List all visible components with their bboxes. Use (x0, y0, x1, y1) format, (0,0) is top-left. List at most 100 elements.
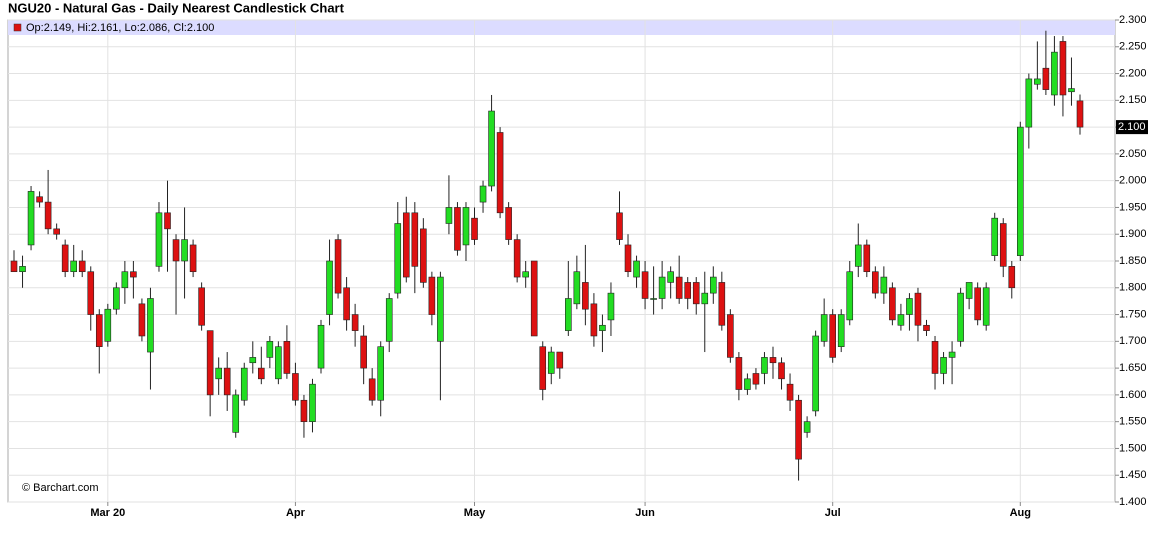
candle-body (215, 367, 222, 380)
candle-body (872, 271, 879, 294)
candle-body (445, 207, 453, 224)
candle-body (556, 351, 564, 369)
candle-body (1034, 78, 1041, 85)
candle-body (138, 303, 146, 337)
y-tick-label: 1.450 (1119, 469, 1147, 481)
y-tick-label: 2.050 (1119, 148, 1147, 160)
candle-body (147, 298, 154, 353)
candle-body (266, 341, 274, 358)
candle-body (292, 373, 299, 401)
y-tick-label: 2.250 (1119, 41, 1147, 53)
candle-body (394, 223, 402, 294)
candle-body (957, 292, 964, 342)
candle-body (786, 383, 794, 401)
candle-body (300, 399, 308, 422)
candle-body (351, 314, 359, 331)
candle-body (334, 239, 342, 294)
candle-body (607, 292, 615, 321)
candle-body (530, 260, 538, 337)
candle-body (283, 341, 291, 374)
candle-body (854, 244, 862, 267)
candle-body (769, 357, 777, 364)
candle-body (795, 399, 802, 460)
candle-body (965, 282, 973, 299)
candle-body (27, 191, 35, 246)
candle-body (53, 228, 60, 235)
y-tick-label: 2.150 (1119, 94, 1147, 106)
candle-body (437, 276, 444, 342)
candle-body (675, 276, 683, 299)
candle-body (19, 266, 26, 273)
candle-body (727, 314, 734, 358)
candle-body (761, 357, 768, 374)
candle-body (198, 287, 205, 326)
x-tick-label: Aug (1010, 507, 1031, 519)
y-tick-label: 1.700 (1119, 335, 1147, 347)
y-tick-label: 1.800 (1119, 282, 1147, 294)
candle-body (641, 271, 649, 299)
candle-body (863, 244, 871, 273)
candle-body (240, 367, 248, 401)
candle-body (906, 298, 913, 315)
candle-body (991, 217, 999, 256)
candle-body (70, 260, 77, 273)
candle-body (565, 298, 572, 331)
candle-body (633, 260, 640, 278)
candle-body (428, 276, 436, 315)
candle-body (744, 378, 751, 390)
candle-body (667, 271, 674, 283)
candle-body (658, 276, 666, 299)
candle-body (36, 196, 43, 203)
candle-body (326, 260, 333, 315)
candle-body (44, 201, 52, 230)
y-tick-label: 1.950 (1119, 201, 1147, 213)
candle-body (130, 271, 137, 278)
candle-body (87, 271, 95, 315)
candle-body (547, 351, 555, 374)
candle-body (181, 239, 188, 262)
x-tick-label: Jul (825, 507, 841, 519)
candle-body (155, 212, 163, 267)
candle-body (232, 394, 240, 433)
candle-body (61, 244, 69, 273)
candle-body (411, 212, 419, 267)
candle-body (488, 110, 495, 187)
candle-body (113, 287, 120, 310)
candle-body (650, 298, 657, 300)
candle-body (172, 239, 180, 262)
candle-body (479, 185, 487, 203)
y-tick-label: 1.550 (1119, 416, 1147, 428)
candle-body (803, 421, 811, 433)
candle-body (309, 383, 316, 422)
candle-body (718, 282, 726, 326)
y-tick-label: 1.650 (1119, 362, 1147, 374)
candle-body (1025, 78, 1033, 128)
candle-body (880, 276, 888, 294)
candle-body (377, 346, 385, 401)
candle-body (616, 212, 623, 240)
candle-body (522, 271, 529, 278)
candle-body (752, 373, 760, 385)
candle-body (837, 314, 845, 347)
candle-body (1008, 266, 1016, 289)
candle-body (590, 303, 598, 337)
candle-body (948, 351, 956, 358)
candle-body (1076, 100, 1084, 128)
candle-body (974, 287, 981, 321)
candle-body (317, 324, 325, 369)
candle-body (999, 223, 1007, 267)
candle-body (1059, 41, 1067, 96)
y-tick-label: 2.300 (1119, 14, 1147, 26)
candle-body (889, 287, 896, 321)
candle-body (275, 346, 282, 380)
x-tick-label: May (464, 507, 486, 519)
candle-body (914, 292, 922, 326)
candle-body (846, 271, 854, 321)
y-tick-label: 1.900 (1119, 228, 1147, 240)
candle-body (223, 367, 231, 396)
y-tick-label: 1.500 (1119, 442, 1147, 454)
candle-body (513, 239, 521, 278)
candle-body (582, 282, 589, 310)
